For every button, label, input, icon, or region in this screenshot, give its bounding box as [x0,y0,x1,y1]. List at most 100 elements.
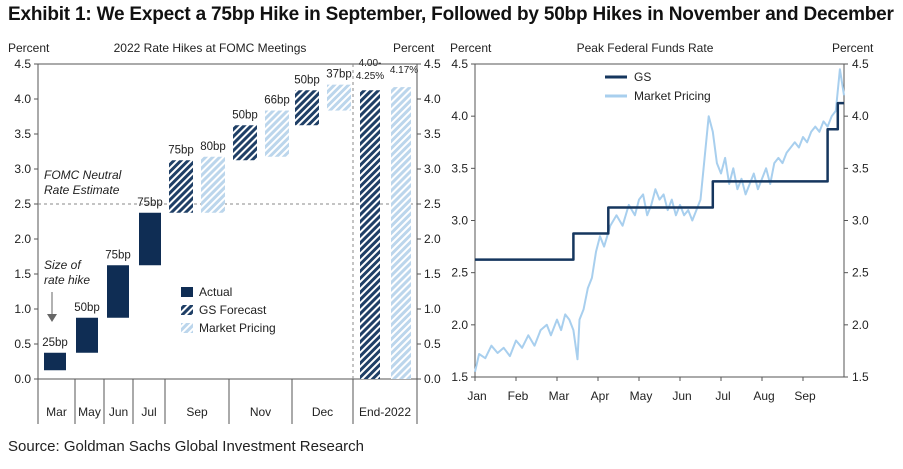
right-y-tick-label: 2.5 [451,266,468,280]
right-right-y-tick-label: 4.5 [852,57,869,71]
right-right-y-tick-label: 2.0 [852,318,869,332]
exhibit-title: Exhibit 1: We Expect a 75bp Hike in Sept… [8,4,894,25]
right-y-tick-label: 4.5 [451,57,468,71]
series-line-market-pricing [474,68,845,373]
right-x-tick-label: Mar [549,389,570,403]
right-chart-title: Peak Federal Funds Rate [577,41,714,55]
left-y-tick-label: 2.0 [14,232,31,246]
bar-actual [44,352,66,371]
bar-label: 66bp [264,95,290,107]
left-y-tick-label: 3.0 [14,162,31,176]
legend-label: GS Forecast [199,303,267,317]
left-x-tick-label: Mar [46,405,67,419]
right-y-tick-label: 4.0 [451,109,468,123]
bar-market-pricing [391,87,411,379]
left-right-y-tick-label: 4.0 [424,92,441,106]
bar-label: 4.17% [390,65,418,76]
left-right-y-tick-label: 3.5 [424,127,441,141]
right-right-y-tick-label: 1.5 [852,370,869,384]
left-x-tick-label: End-2022 [359,405,411,419]
right-right-y-tick-label: 3.5 [852,161,869,175]
bar-label: 50bp [232,109,258,121]
bar-label: 50bp [74,302,100,314]
bar-label-end-gs-1: 4.00- [359,58,382,69]
left-x-tick-label: May [78,405,101,419]
left-x-tick-label: Jul [141,405,156,419]
left-y-tick-label: 3.5 [14,127,31,141]
left-x-tick-label: Sep [186,405,208,419]
size-annotation: rate hike [44,273,90,287]
bar-gs-forecast [295,90,319,126]
bar-label: 75bp [137,197,163,209]
size-annotation: Size of [44,258,82,272]
left-chart-title: 2022 Rate Hikes at FOMC Meetings [114,41,307,55]
left-y-tick-label: 4.5 [14,57,31,71]
left-y-tick-label: 0.0 [14,372,31,386]
right-x-tick-label: Apr [591,389,610,403]
bar-actual [76,317,98,353]
left-right-y-tick-label: 0.0 [424,372,441,386]
source-note: Source: Goldman Sachs Global Investment … [8,438,365,455]
bar-gs-forecast [360,90,380,379]
bar-label: 50bp [294,74,320,86]
right-right-y-tick-label: 3.0 [852,214,869,228]
left-right-y-tick-label: 3.0 [424,162,441,176]
left-y-tick-label: 0.5 [14,337,31,351]
bar-label: 80bp [200,141,226,153]
legend-label: Actual [199,285,232,299]
bar-market-pricing [265,110,289,157]
right-y-tick-label: 1.5 [451,370,468,384]
legend-label: Market Pricing [634,89,711,103]
left-x-tick-label: Dec [312,405,333,419]
left-right-y-tick-label: 1.0 [424,302,441,316]
size-annotation-arrowhead [47,314,57,322]
bar-label: 75bp [168,144,194,156]
left-x-tick-label: Nov [250,405,271,419]
neutral-rate-annotation: FOMC Neutral [44,168,122,182]
neutral-rate-annotation: Rate Estimate [44,183,120,197]
bar-label: 37bp [326,69,352,81]
right-right-y-tick-label: 4.0 [852,109,869,123]
left-y-tick-label: 1.5 [14,267,31,281]
right-x-tick-label: Jan [467,389,486,403]
legend-swatch [181,305,193,315]
right-y-tick-label: 3.5 [451,161,468,175]
bar-label-end-gs-2: 4.25% [356,71,384,82]
right-y-axis-label: Percent [450,41,492,55]
right-x-tick-label: Sep [794,389,816,403]
bar-label: 25bp [42,337,68,349]
left-x-tick-label: Jun [109,405,128,419]
left-y-tick-label: 4.0 [14,92,31,106]
bar-gs-forecast [233,125,257,161]
left-y-tick-label: 2.5 [14,197,31,211]
bar-market-pricing [201,156,225,213]
left-y-tick-label: 1.0 [14,302,31,316]
bar-actual [107,265,129,318]
left-right-y-tick-label: 2.5 [424,197,441,211]
legend-swatch [181,287,193,297]
bar-market-pricing [327,84,351,111]
legend-swatch [181,323,193,333]
left-right-y-tick-label: 4.5 [424,57,441,71]
bar-gs-forecast [169,160,193,213]
right-x-tick-label: Feb [508,389,529,403]
right-right-y-tick-label: 2.5 [852,266,869,280]
right-plot-frame [474,63,845,378]
legend-label: Market Pricing [199,321,276,335]
legend-label: GS [634,70,651,84]
left-y-axis-label: Percent [8,41,50,55]
left-right-y-axis-label: Percent [393,41,435,55]
left-right-y-tick-label: 0.5 [424,337,441,351]
bar-actual [139,212,161,266]
right-y-tick-label: 2.0 [451,318,468,332]
right-x-tick-label: Jun [672,389,691,403]
series-line-gs [475,101,844,261]
right-y-tick-label: 3.0 [451,214,468,228]
left-plot-frame [37,63,418,380]
left-right-y-tick-label: 1.5 [424,267,441,281]
bar-label: 75bp [105,249,131,261]
left-right-y-tick-label: 2.0 [424,232,441,246]
right-x-tick-label: Aug [753,389,774,403]
right-x-tick-label: May [630,389,653,403]
